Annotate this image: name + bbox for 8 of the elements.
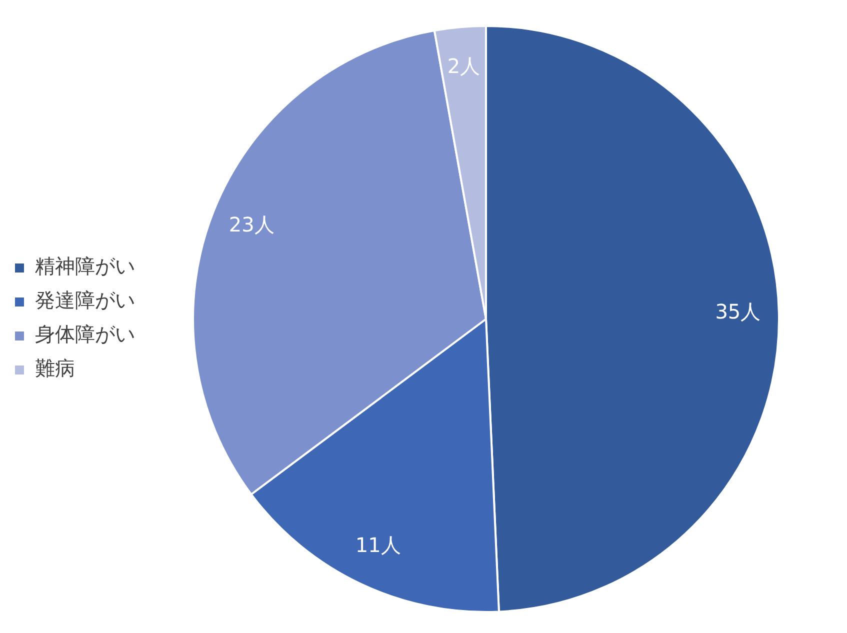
legend-label: 発達障がい <box>35 288 135 312</box>
legend-label: 身体障がい <box>35 322 135 346</box>
legend-label: 難病 <box>35 356 75 380</box>
data-label: 2人 <box>447 54 480 78</box>
data-label: 35人 <box>715 300 761 324</box>
data-label: 11人 <box>355 532 401 557</box>
data-label: 23人 <box>228 212 274 237</box>
legend-label: 精神障がい <box>35 254 135 278</box>
